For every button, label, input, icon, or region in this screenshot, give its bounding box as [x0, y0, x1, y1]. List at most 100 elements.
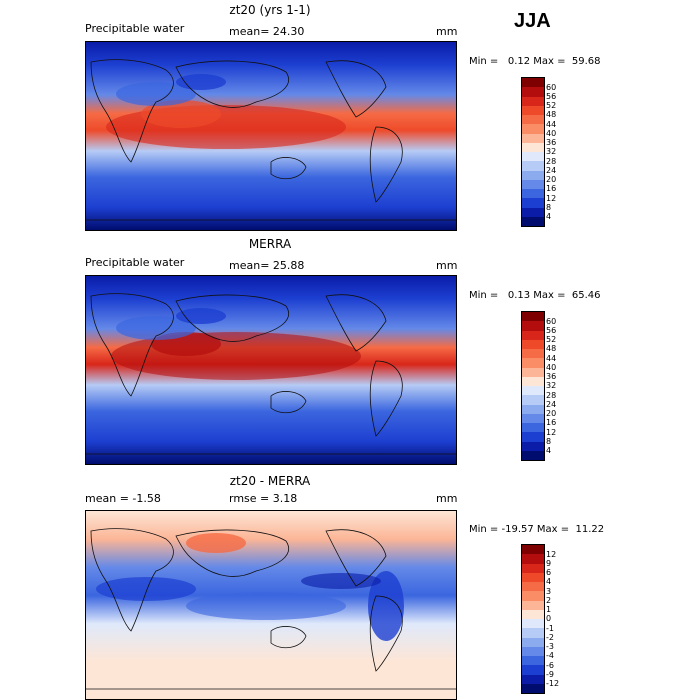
colorbar-segment — [522, 133, 544, 143]
colorbar-tick: 48 — [546, 110, 557, 120]
colorbar-segment — [522, 432, 544, 442]
colorbar-tick: 20 — [546, 409, 557, 418]
colorbar-tick: 56 — [546, 91, 557, 101]
colorbar-segment — [522, 665, 544, 675]
colorbar-segment — [522, 646, 544, 656]
colorbar-tick: 20 — [546, 175, 557, 184]
colorbar-tick: 0 — [546, 614, 552, 624]
panel-2-map — [85, 275, 457, 465]
colorbar-segment — [522, 609, 544, 619]
panel-2-colorbar-labels: 60 56 52 48 44 40 36 32 28 24 20 16 12 8… — [546, 311, 576, 459]
panel-1-tibet-dry — [176, 74, 226, 90]
panel-2-min-max: Min = 0.13 Max = 65.46 — [469, 290, 601, 301]
colorbar-tick: 2 — [546, 595, 552, 605]
colorbar-tick: 60 — [546, 316, 557, 326]
panel-3-map — [85, 510, 457, 700]
panel-3-unit: mm — [436, 492, 458, 505]
colorbar-tick: 24 — [546, 165, 557, 175]
colorbar-tick: 40 — [546, 128, 557, 138]
colorbar-tick: -3 — [546, 642, 554, 651]
panel-1-unit: mm — [436, 25, 458, 38]
panel-1-left-label: Precipitable water — [85, 22, 185, 35]
colorbar-tick: 60 — [546, 82, 557, 92]
colorbar-tick: 12 — [546, 549, 557, 559]
colorbar-segment — [522, 170, 544, 180]
panel-3-negative-bias — [96, 577, 196, 601]
colorbar-segment — [522, 582, 544, 592]
colorbar-tick: 6 — [546, 568, 552, 577]
panel-1-colorbar-labels: 60 56 52 48 44 40 36 32 28 24 20 16 12 8… — [546, 77, 576, 225]
panel-3-negative-bias — [301, 573, 381, 589]
panel-1-indian-ocean — [141, 100, 221, 128]
colorbar-segment — [522, 619, 544, 629]
colorbar-tick: 4 — [546, 577, 552, 587]
panel-2-tibet-dry — [176, 308, 226, 324]
colorbar-tick: 12 — [546, 193, 557, 203]
colorbar-tick: 52 — [546, 335, 557, 344]
colorbar-tick: 40 — [546, 362, 557, 372]
colorbar-tick: -12 — [546, 679, 560, 688]
colorbar-segment — [522, 386, 544, 396]
colorbar-segment — [522, 404, 544, 414]
colorbar-tick: 48 — [546, 344, 557, 354]
colorbar-segment — [522, 124, 544, 134]
colorbar-tick: 4 — [546, 212, 552, 221]
colorbar-tick: -1 — [546, 623, 554, 633]
colorbar-tick: 52 — [546, 101, 557, 110]
panel-2-coastlines — [86, 293, 456, 455]
colorbar-segment — [522, 656, 544, 666]
colorbar-tick: 44 — [546, 353, 557, 363]
colorbar-tick: 3 — [546, 586, 552, 596]
panel-2-title: MERRA — [248, 237, 292, 251]
colorbar-segment — [522, 545, 544, 555]
panel-3-rmse-label: rmse = 3.18 — [229, 492, 298, 505]
colorbar-segment — [522, 198, 544, 208]
colorbar-segment — [522, 321, 544, 331]
colorbar-tick: 32 — [546, 147, 557, 157]
colorbar-segment — [522, 358, 544, 368]
colorbar-tick: 56 — [546, 325, 557, 335]
colorbar-segment — [522, 330, 544, 340]
colorbar-segment — [522, 628, 544, 638]
colorbar-segment — [522, 179, 544, 189]
colorbar-segment — [522, 161, 544, 171]
colorbar-segment — [522, 600, 544, 610]
panel-2-center-label: mean= 25.88 — [229, 259, 305, 272]
panel-3-colorbar-labels: 12 9 6 4 3 2 1 0 -1 -2 -3 -4 -6 -9 -12 — [546, 544, 576, 692]
panel-3-min-max: Min = -19.57 Max = 11.22 — [469, 524, 605, 535]
colorbar-tick: 44 — [546, 119, 557, 129]
colorbar-segment — [522, 115, 544, 125]
panel-3-positive-bias — [186, 533, 246, 553]
colorbar-tick: 4 — [546, 446, 552, 455]
colorbar-segment — [522, 207, 544, 217]
colorbar-segment — [522, 105, 544, 115]
panel-1-center-label: mean= 24.30 — [229, 25, 305, 38]
colorbar-segment — [522, 339, 544, 349]
colorbar-tick: 8 — [546, 436, 552, 446]
colorbar-segment — [522, 591, 544, 601]
colorbar-tick: -9 — [546, 669, 554, 679]
colorbar-tick: 16 — [546, 418, 557, 428]
colorbar-segment — [522, 554, 544, 564]
panel-3-mean-label: mean = -1.58 — [85, 492, 161, 505]
colorbar-tick: 36 — [546, 138, 557, 147]
panel-3-colorbar — [521, 544, 545, 694]
colorbar-tick: 12 — [546, 427, 557, 437]
colorbar-segment — [522, 450, 544, 460]
colorbar-segment — [522, 683, 544, 693]
colorbar-segment — [522, 563, 544, 573]
panel-1-coastlines — [86, 59, 456, 221]
colorbar-segment — [522, 572, 544, 582]
colorbar-tick: 16 — [546, 184, 557, 194]
colorbar-segment — [522, 441, 544, 451]
panel-2-sahara-dry — [116, 316, 196, 340]
panel-2-colorbar — [521, 311, 545, 461]
season-label: JJA — [514, 10, 551, 32]
colorbar-segment — [522, 423, 544, 433]
colorbar-tick: 8 — [546, 202, 552, 212]
colorbar-segment — [522, 87, 544, 97]
colorbar-tick: 36 — [546, 372, 557, 381]
panel-1-map — [85, 41, 457, 231]
colorbar-tick: 9 — [546, 558, 552, 568]
colorbar-segment — [522, 142, 544, 152]
